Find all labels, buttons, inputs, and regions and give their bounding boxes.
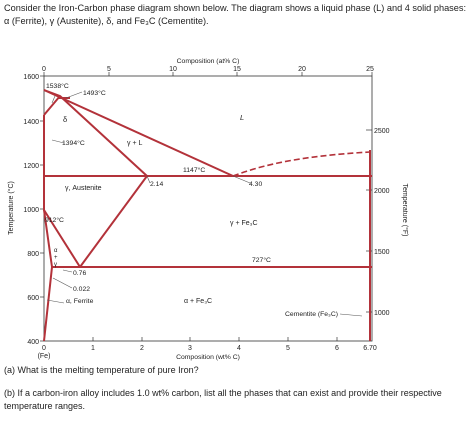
bottom-tick-5: 5 (286, 345, 290, 352)
label-0-022: 0.022 (73, 286, 90, 293)
left-tick-1400: 1400 (23, 119, 39, 126)
leader-lines (46, 91, 363, 317)
top-axis-title: Composition (at% C) (177, 58, 240, 65)
top-tick-15: 15 (233, 66, 241, 73)
right-axis-title: Temperature (°F) (401, 184, 409, 237)
bottom-axis-title: Composition (wt% C) (176, 354, 240, 361)
top-ticks: 0 5 10 15 20 25 (42, 66, 374, 76)
question-a: (a) What is the melting temperature of p… (4, 365, 199, 375)
bottom-tick-670: 6.70 (363, 345, 377, 352)
left-tick-800: 800 (27, 251, 39, 258)
label-2-14: 2.14 (150, 181, 163, 188)
label-cementite: Cementite (Fe₃C) (285, 311, 338, 318)
top-tick-0: 0 (42, 66, 46, 73)
top-tick-10: 10 (169, 66, 177, 73)
label-gamma-vertical: γ (54, 262, 57, 268)
label-0-76: 0.76 (73, 270, 86, 277)
bottom-tick-1: 1 (91, 345, 95, 352)
liquidus-left (43, 89, 234, 177)
label-727: 727°C (252, 256, 271, 264)
label-4-30: 4.30 (249, 181, 262, 188)
bottom-tick-6: 6 (335, 345, 339, 352)
label-liquid: L (240, 113, 244, 122)
bottom-tick-3: 3 (188, 345, 192, 352)
label-plus-vertical: + (54, 255, 58, 261)
label-1394: 1394°C (62, 139, 85, 147)
bottom-tick-4: 4 (237, 345, 241, 352)
bottom-tick-2: 2 (140, 345, 144, 352)
label-1493: 1493°C (83, 89, 106, 97)
right-tick-2000: 2000 (374, 188, 390, 195)
right-tick-2500: 2500 (374, 128, 390, 135)
phase-boundaries (43, 89, 372, 342)
diagram-labels: 1538°C 1493°C δ 1394°C L γ + L 1147°C 2.… (45, 82, 338, 318)
left-tick-1600: 1600 (23, 74, 39, 81)
label-gamma-fe3c: γ + Fe₃C (230, 220, 258, 227)
solidus-line (59, 95, 148, 177)
left-axis-title: Temperature (°C) (7, 181, 15, 235)
label-austenite: γ, Austenite (65, 185, 102, 192)
label-alpha-fe3c: α + Fe₃C (184, 298, 212, 305)
label-alpha-vertical: α (54, 248, 58, 254)
bottom-ticks: 0 1 2 3 4 5 6 6.70 (42, 337, 377, 352)
acm-line (79, 175, 148, 268)
top-tick-25: 25 (366, 66, 374, 73)
bottom-tick-0: 0 (42, 345, 46, 352)
liquidus-right-dashed (232, 151, 371, 177)
alpha-solvus (43, 209, 53, 342)
question-b: (b) If a carbon-iron alloy includes 1.0 … (4, 388, 442, 411)
label-1147: 1147°C (183, 166, 205, 174)
left-tick-600: 600 (27, 295, 39, 302)
label-delta: δ (63, 115, 67, 124)
label-ferrite: α, Ferrite (66, 298, 94, 305)
fe-note: (Fe) (38, 353, 51, 360)
problem-intro: Consider the Iron-Carbon phase diagram s… (4, 3, 467, 26)
right-tick-1000: 1000 (374, 310, 390, 317)
left-tick-1200: 1200 (23, 163, 39, 170)
top-tick-5: 5 (107, 66, 111, 73)
left-tick-1000: 1000 (23, 207, 39, 214)
label-gamma-l: γ + L (127, 140, 142, 147)
top-tick-20: 20 (298, 66, 306, 73)
label-1538: 1538°C (46, 82, 69, 90)
right-tick-1500: 1500 (374, 249, 390, 256)
left-ticks: 1600 1400 1200 1000 800 600 400 (23, 74, 44, 346)
left-tick-400: 400 (27, 339, 39, 346)
label-912: 912°C (45, 216, 64, 224)
